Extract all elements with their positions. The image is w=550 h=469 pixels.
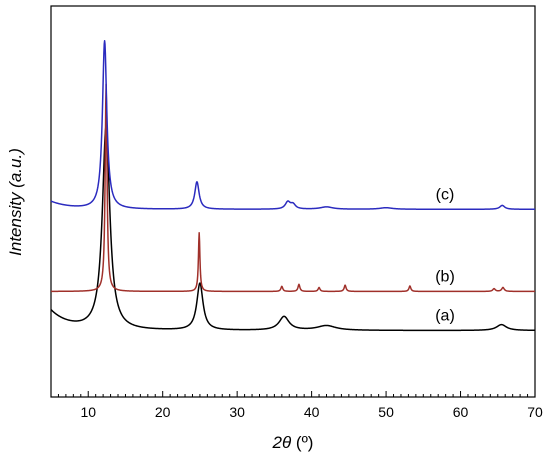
x-tick-label: 20	[155, 404, 171, 420]
series-annotations: (a) (b) (c)	[435, 186, 455, 324]
series-line-c	[50, 39, 536, 211]
x-tick-label: 50	[378, 404, 394, 420]
y-axis-title: Intensity (a.u.)	[6, 148, 25, 256]
x-axis-title: 2θ (º)	[272, 433, 314, 452]
series-line-b	[50, 83, 536, 293]
plot-frame	[50, 5, 536, 398]
series-label-b: (b)	[435, 268, 455, 285]
x-tick-label: 70	[527, 404, 543, 420]
x-tick-label: 40	[304, 404, 320, 420]
x-tick-label: 60	[453, 404, 469, 420]
x-tick-label: 10	[80, 404, 96, 420]
series-label-a: (a)	[435, 308, 455, 325]
x-tick-label: 30	[229, 404, 245, 420]
series-line-a	[50, 125, 536, 332]
x-axis-tick-labels: 10 20 30 40 50 60 70	[80, 404, 543, 420]
series-group	[50, 39, 536, 332]
x-axis-ticks	[57, 391, 536, 397]
series-label-c: (c)	[436, 186, 455, 203]
